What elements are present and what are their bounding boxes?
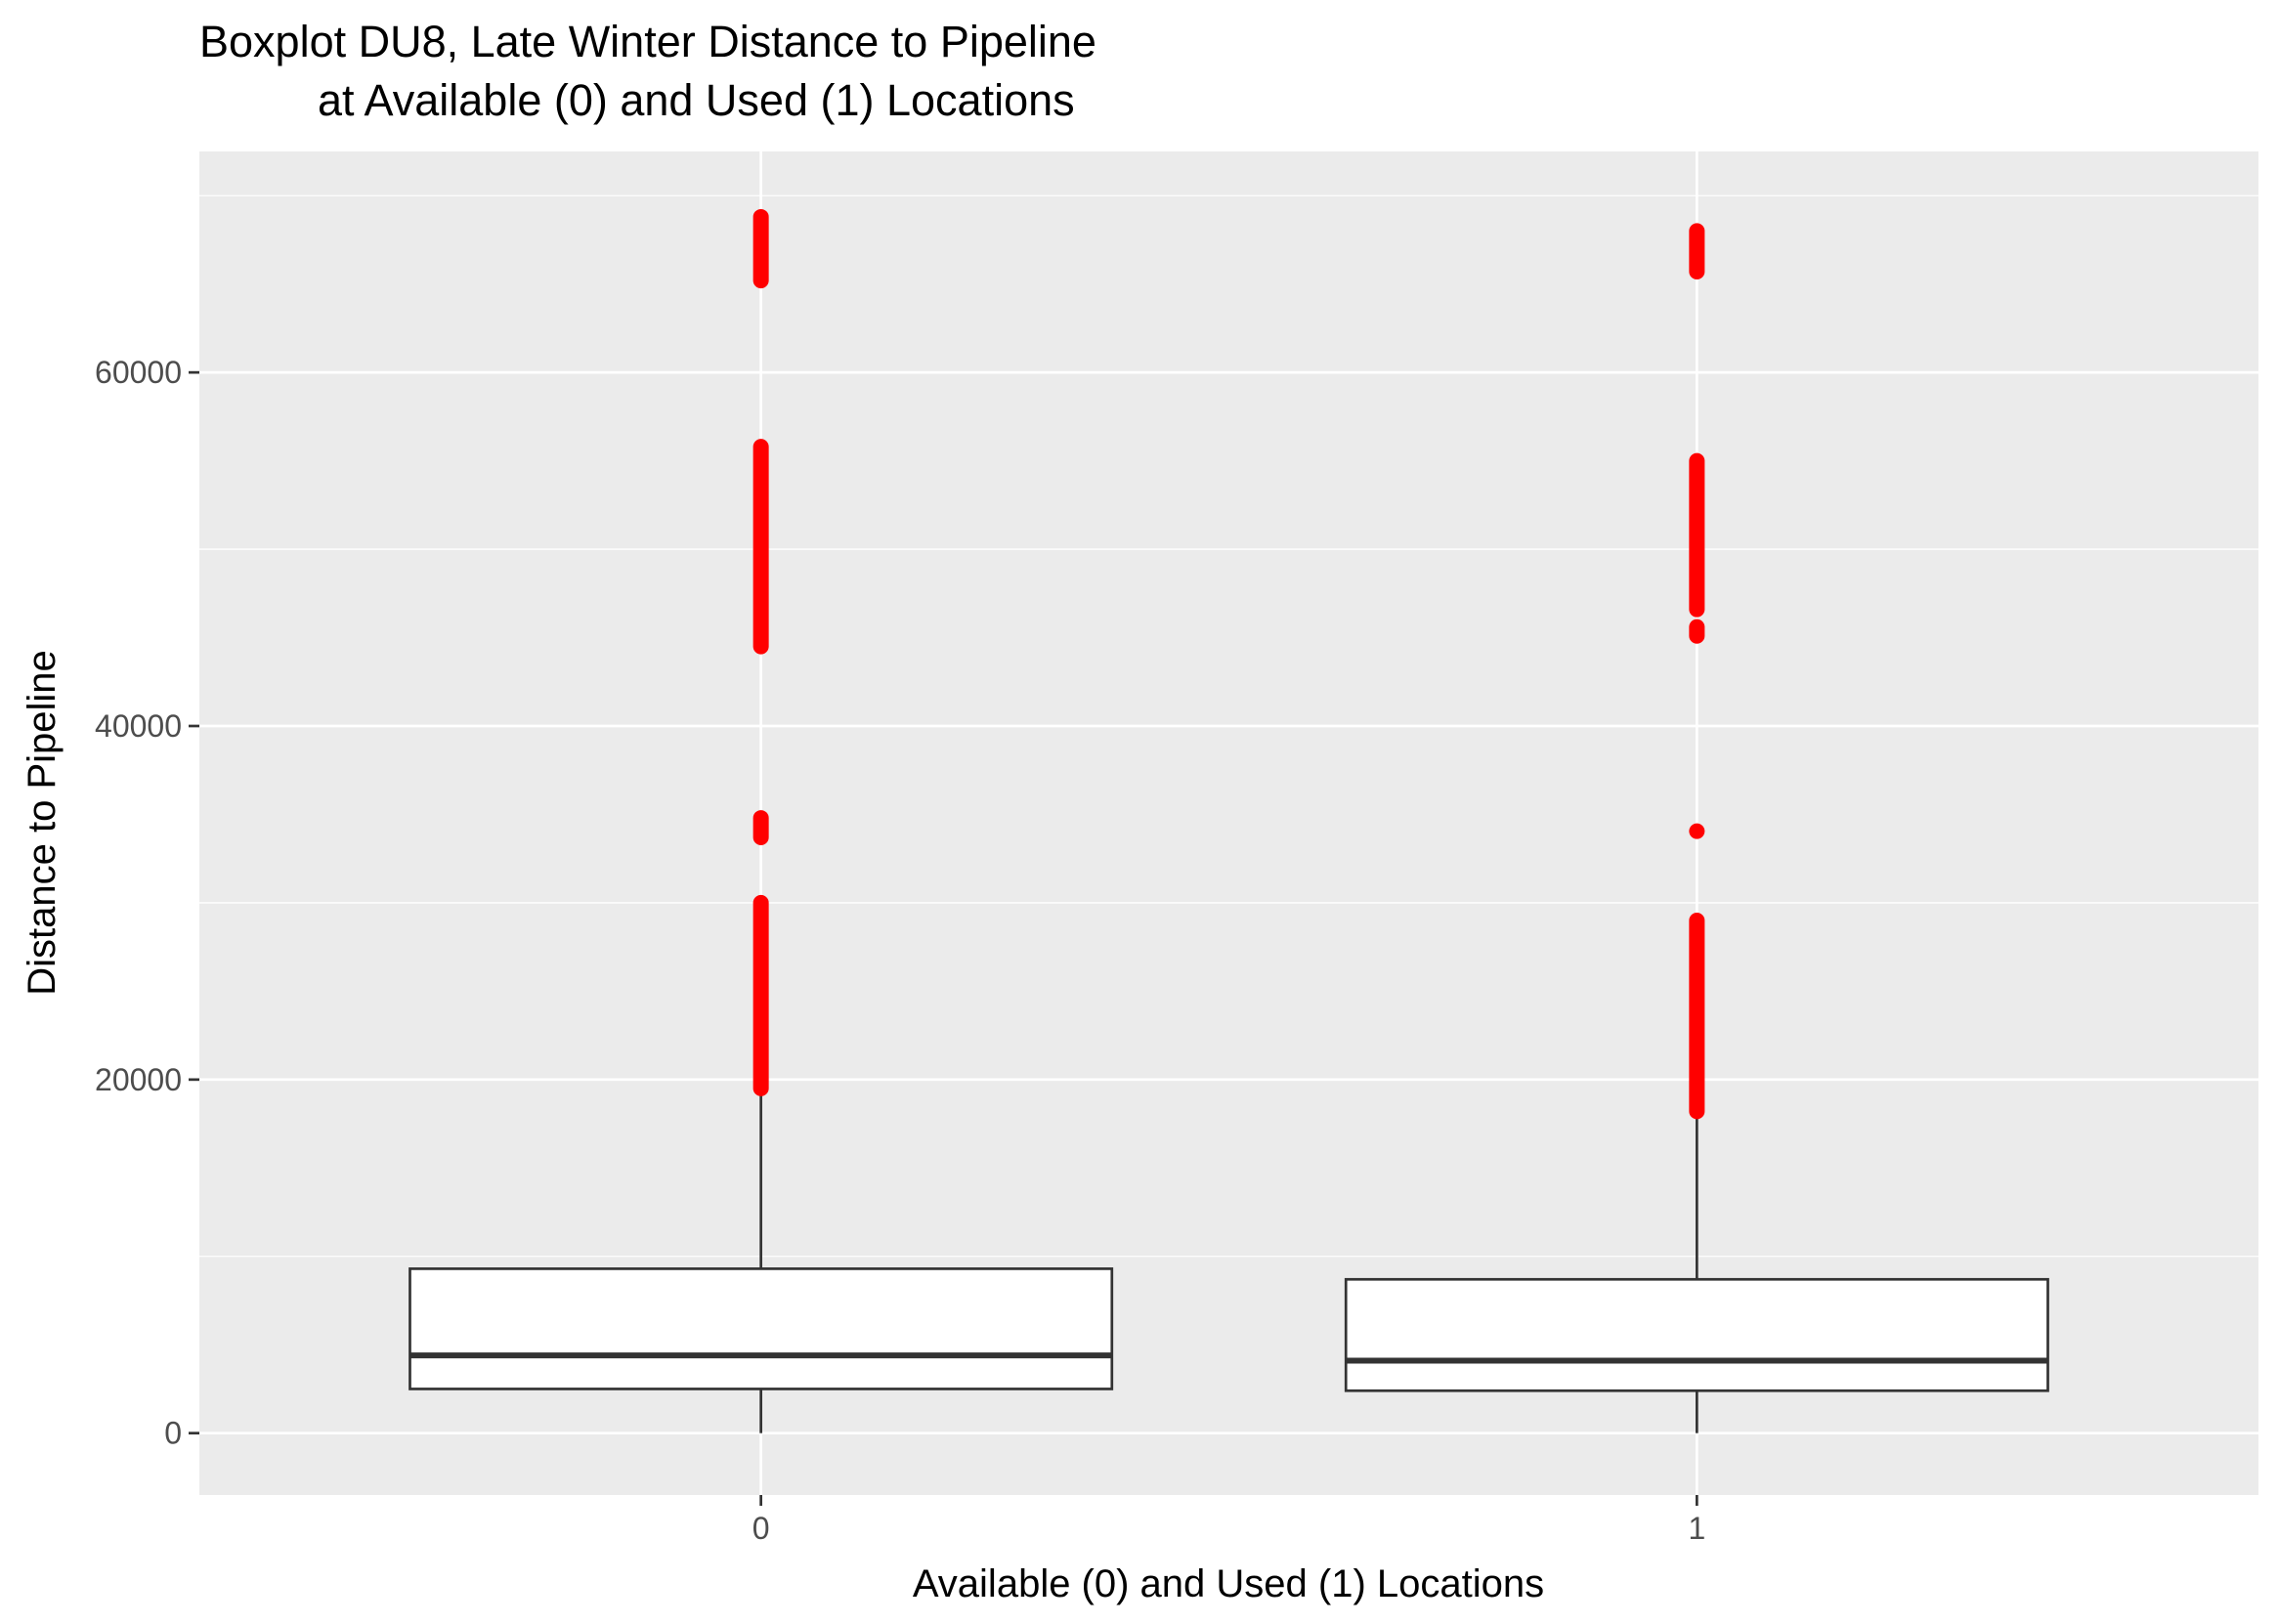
box-0 <box>408 1267 1114 1390</box>
y-tick-label-3: 60000 <box>95 355 182 390</box>
x-axis-title: Available (0) and Used (1) Locations <box>913 1562 1544 1605</box>
chart-title-line-1: Boxplot DU8, Late Winter Distance to Pip… <box>199 17 1096 66</box>
y-tick-label-2: 40000 <box>95 708 182 744</box>
boxplots <box>408 208 2049 1433</box>
box-group-1 <box>1344 223 2049 1433</box>
y-axis-title: Distance to Pipeline <box>21 650 64 996</box>
x-tick-label-1: 1 <box>1688 1511 1705 1546</box>
box-1 <box>1344 1277 2049 1392</box>
box-group-0 <box>408 208 1114 1433</box>
y-tick-label-1: 20000 <box>95 1062 182 1097</box>
chart-title-line-2: at Available (0) and Used (1) Locations <box>318 75 1075 125</box>
y-axis: 0 20000 40000 60000 <box>95 355 199 1451</box>
x-tick-label-0: 0 <box>752 1511 770 1546</box>
minor-gridlines <box>199 194 2258 1258</box>
outlier-1-1 <box>1689 823 1705 839</box>
y-tick-label-0: 0 <box>164 1416 182 1451</box>
